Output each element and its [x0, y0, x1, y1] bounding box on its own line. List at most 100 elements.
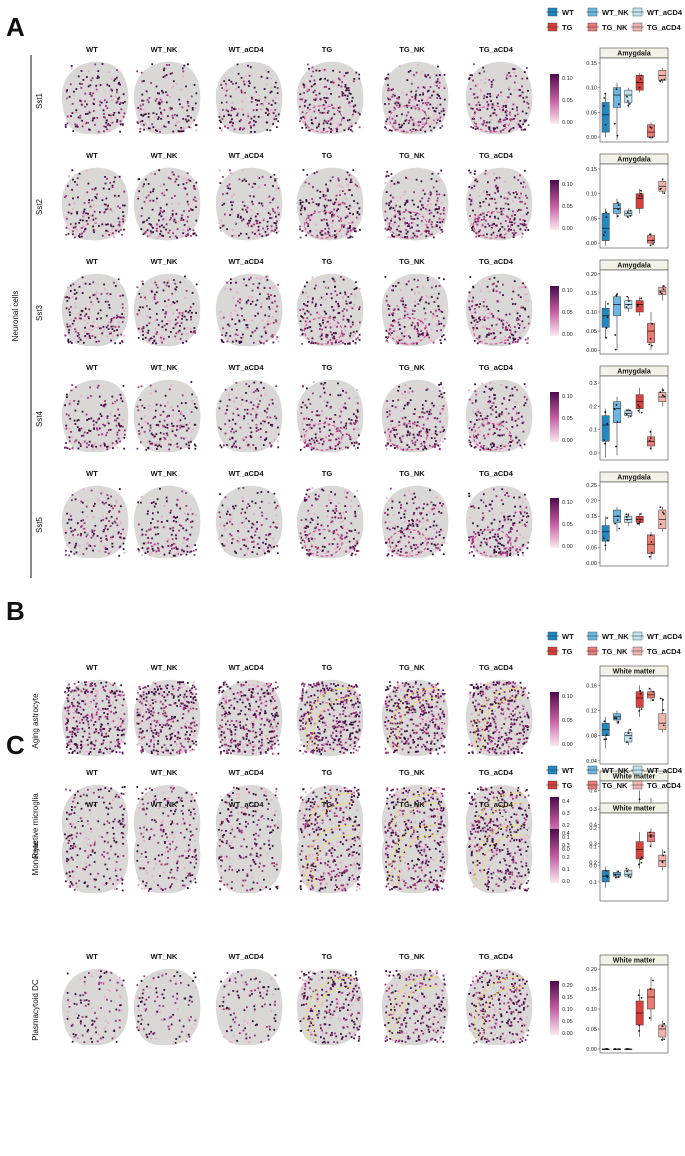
spot — [333, 280, 336, 283]
spot — [88, 332, 90, 335]
spot — [388, 98, 390, 101]
spot — [494, 215, 496, 218]
spot — [519, 200, 522, 203]
spot — [474, 221, 477, 223]
spot — [351, 437, 354, 440]
colorbar-tick: 0.05 — [562, 416, 573, 422]
spot — [527, 299, 530, 302]
spot — [79, 338, 82, 341]
spot — [419, 129, 422, 131]
spot — [260, 103, 263, 105]
spot — [504, 202, 507, 205]
spot — [219, 493, 221, 496]
spot — [400, 410, 403, 412]
spot — [324, 234, 327, 237]
spot — [350, 125, 353, 128]
spot — [141, 327, 144, 330]
data-point — [663, 395, 666, 398]
spot — [348, 126, 351, 129]
spot — [337, 301, 340, 304]
spot — [354, 332, 356, 335]
spot — [158, 128, 161, 131]
spot — [176, 228, 179, 230]
spot — [322, 195, 325, 198]
spot — [86, 333, 89, 335]
spot — [65, 427, 68, 430]
spot — [161, 100, 163, 103]
spot — [396, 305, 399, 308]
spot — [104, 551, 107, 553]
spot — [228, 183, 231, 186]
spot — [74, 301, 76, 304]
spot — [265, 107, 268, 110]
spot — [241, 169, 244, 172]
spot — [494, 394, 496, 396]
spot — [304, 123, 307, 126]
spot — [413, 424, 416, 426]
spot — [473, 436, 476, 439]
spot — [479, 318, 482, 321]
spot — [316, 410, 319, 413]
spot — [484, 315, 487, 317]
spot — [426, 205, 429, 207]
spot — [510, 118, 513, 121]
spot — [505, 386, 508, 389]
spot — [187, 233, 189, 235]
spot — [487, 421, 490, 424]
spot — [391, 325, 394, 327]
spot — [344, 537, 346, 539]
spot — [409, 212, 412, 214]
spot — [436, 211, 439, 214]
spot — [222, 327, 224, 330]
spot — [352, 228, 355, 231]
spot — [390, 227, 392, 230]
y-tick-label: 0.2 — [589, 404, 597, 410]
spot — [220, 230, 222, 232]
spot — [424, 327, 427, 330]
spot — [405, 419, 408, 421]
spot — [429, 221, 432, 224]
spot — [526, 405, 529, 408]
spot — [309, 80, 311, 83]
spot — [500, 91, 502, 94]
spot — [347, 296, 350, 298]
spot — [241, 208, 244, 211]
spot — [310, 75, 313, 78]
spot — [330, 210, 333, 213]
spot — [274, 229, 277, 231]
row-label: Sst1 — [35, 92, 44, 109]
spot — [423, 332, 426, 334]
spot — [267, 546, 269, 549]
spot — [92, 117, 95, 120]
spot — [159, 207, 162, 209]
spot — [104, 116, 106, 119]
spot — [358, 306, 361, 309]
spot — [234, 222, 237, 224]
spot — [150, 526, 152, 529]
spot — [247, 296, 250, 298]
spot — [520, 306, 523, 309]
spot — [308, 182, 310, 185]
spot — [322, 319, 324, 322]
spot — [227, 338, 229, 340]
spot — [385, 123, 387, 125]
spot — [260, 335, 263, 338]
spot — [352, 113, 354, 116]
spot — [237, 541, 240, 544]
spot — [104, 403, 107, 406]
spot — [263, 327, 265, 330]
spot — [403, 326, 406, 328]
spot — [440, 169, 443, 172]
spot — [436, 324, 438, 327]
spot — [384, 431, 386, 434]
spot — [311, 66, 314, 69]
spot — [514, 338, 517, 340]
spot — [306, 317, 309, 320]
spot — [93, 321, 95, 324]
spot — [269, 91, 272, 94]
spot — [395, 429, 398, 431]
spot — [409, 387, 412, 390]
data-point — [640, 297, 643, 300]
y-tick-label: 0.10 — [586, 310, 597, 316]
spot — [490, 80, 493, 83]
